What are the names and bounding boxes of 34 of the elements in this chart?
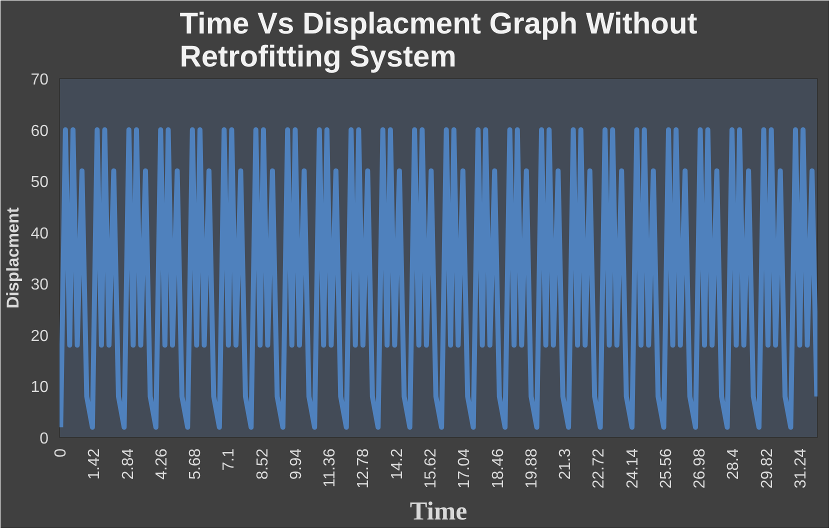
x-tick-label: 29.82 [758,448,776,489]
x-tick-label: 17.04 [456,448,474,489]
x-tick-label: 26.98 [692,448,709,489]
x-tick-label: 11.36 [322,448,339,488]
x-tick-label: 14.2 [388,448,406,480]
x-axis-title: Time [410,496,468,526]
y-tick-label: 10 [30,379,49,396]
x-tick-label: 2.84 [120,448,137,480]
y-tick-label: 70 [30,72,49,88]
chart-title: Time Vs Displacment Graph Without Retrofitting System [180,8,698,74]
y-tick-label: 40 [30,225,49,242]
x-tick-label: 21.3 [557,448,574,480]
y-tick-label: 30 [30,276,49,294]
x-tick-label: 0 [52,448,70,458]
x-tick-label: 22.72 [590,448,608,489]
x-tick-label: 9.94 [288,448,305,480]
x-tick-label: 19.88 [523,448,540,489]
y-tick-label: 0 [40,430,49,448]
x-tick-label: 8.52 [254,448,272,480]
x-tick-label: 25.56 [658,448,675,489]
y-tick-label: 50 [30,174,49,192]
y-tick-label: 20 [30,328,49,345]
x-tick-label: 15.62 [422,448,440,489]
x-tick-label: 31.24 [792,448,810,489]
x-tick-label: 24.14 [624,448,642,489]
x-tick-label: 4.26 [153,448,170,480]
x-tick-label: 18.46 [490,448,507,489]
x-tick-label: 7.1 [220,448,238,471]
x-tick-label: 1.42 [86,448,104,480]
y-tick-label: 60 [30,122,49,140]
x-tick-label: 28.4 [725,448,742,480]
x-tick-label: 12.78 [355,448,372,489]
x-tick-label: 5.68 [187,448,204,480]
y-axis-title: Displacment [4,207,23,309]
